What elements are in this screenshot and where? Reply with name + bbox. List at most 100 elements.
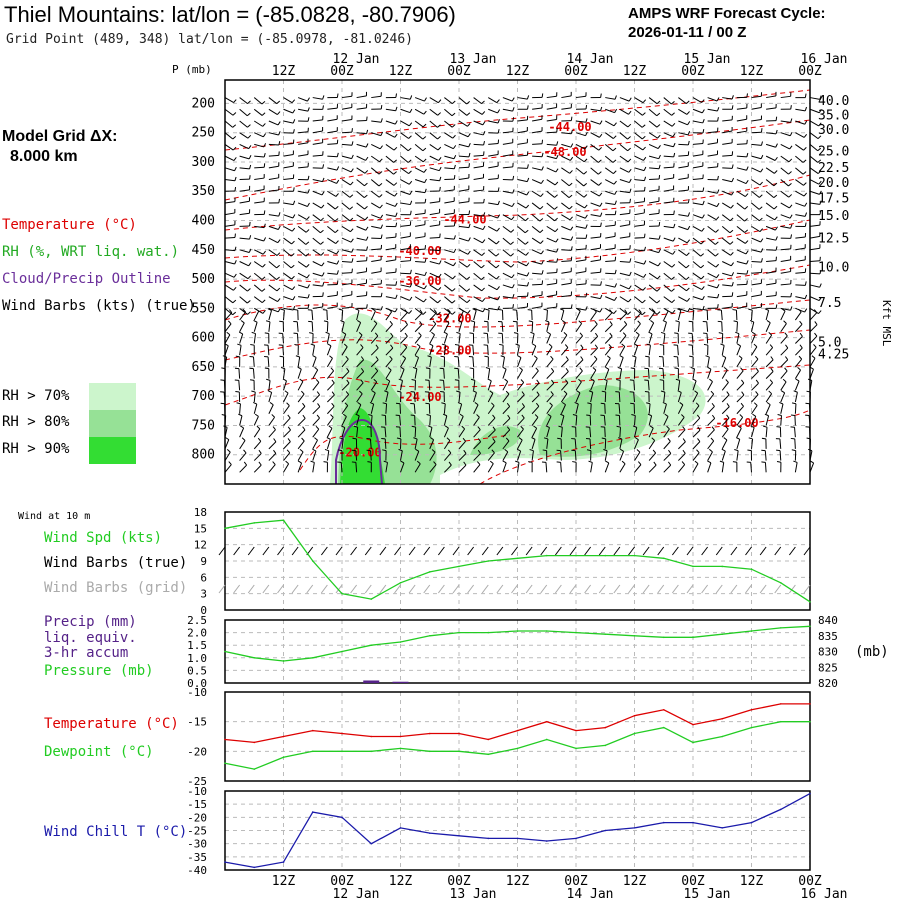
wind-barb-staff (546, 107, 557, 110)
wind-barb-staff (707, 214, 717, 221)
wind-barb-flag (782, 378, 787, 383)
wind-barb-staff (429, 284, 439, 291)
wind-speed-line-point (692, 565, 694, 568)
wind-barb-flag (489, 460, 494, 465)
wind-barb-grid (701, 584, 709, 594)
wind-barb-flag (521, 391, 525, 396)
wind-barb-staff (736, 225, 746, 233)
dewpoint-line-point (633, 732, 636, 735)
wind-barb-staff (502, 429, 511, 438)
wind-barb-flag (725, 379, 729, 383)
wind-barb-flag (453, 248, 457, 253)
temperature-line-point (282, 735, 285, 738)
wind-barb-flag (783, 320, 787, 324)
wind-barb-staff (662, 368, 665, 379)
wind-barb-flag (533, 425, 537, 429)
wind-barb-staff (356, 347, 364, 356)
wind-barb-flag (555, 238, 559, 243)
wind-barb-staff (400, 202, 411, 206)
wind-barb-grid (320, 584, 328, 594)
wind-barb-flag (715, 216, 720, 221)
wind-barb-flag (395, 222, 398, 227)
dewpoint-line-point (692, 741, 694, 744)
wind-barb-staff (575, 283, 586, 286)
wind-barb-flag (599, 294, 603, 299)
wind-barb-flag (791, 402, 797, 405)
wind-barb-staff (268, 261, 277, 269)
wind-barb-staff (575, 120, 586, 123)
wind-barb-staff (590, 323, 598, 333)
wind-barb-true (803, 546, 811, 556)
wind-barb-flag (510, 263, 515, 268)
wind-barb-flag (769, 379, 774, 384)
pressure-line-point (224, 650, 226, 653)
wind-barb-staff (707, 356, 710, 367)
wind-barb-flag (320, 252, 325, 256)
wind-barb-flag (593, 355, 598, 360)
wind-barb-staff (253, 440, 262, 450)
wind-speed-line-point (633, 554, 636, 557)
wind-barb-flag (744, 229, 749, 233)
wind-barb-flag (583, 171, 588, 175)
wind-barb-flag (266, 378, 271, 381)
pressure-tick: 450 (192, 243, 215, 258)
wind-barb-flag (250, 344, 255, 346)
wind-barb-flag (590, 378, 595, 382)
hour-label-bottom: 00Z (564, 874, 588, 889)
temperature-contour (479, 409, 811, 485)
wind-barb-staff (634, 143, 644, 151)
wind-barb-grid (364, 584, 372, 594)
wind-barb-flag (409, 95, 413, 100)
wind-barb-staff (356, 143, 367, 148)
wind-barb-flag (776, 461, 782, 463)
wind-barb-staff (765, 382, 774, 391)
wind-barb-flag (263, 237, 267, 242)
wind-barb-flag (789, 204, 793, 209)
wind-barb-staff (473, 429, 481, 438)
wind-barb-staff (487, 368, 491, 379)
wind-barb-staff (268, 177, 279, 181)
wind-barb-staff (677, 392, 682, 403)
wind-barb-staff (619, 144, 628, 152)
pressure-tick: 250 (192, 126, 215, 141)
wind-barb-staff (590, 132, 600, 138)
wind-barb-staff (809, 260, 821, 263)
wind-barb-flag (519, 367, 523, 371)
wind-barb-flag (578, 378, 582, 383)
wind-barb-flag (431, 331, 435, 336)
wind-barb-staff (707, 418, 716, 426)
wind-barb-flag (803, 133, 808, 138)
wind-barb-staff (722, 167, 733, 169)
wind10m-title: Wind at 10 m (18, 511, 90, 522)
wind-barb-flag (468, 152, 471, 158)
hour-label-bottom: 00Z (447, 874, 471, 889)
wind-barb-staff (575, 143, 586, 150)
wind-barb-flag (506, 426, 511, 431)
wind-barb-flag (512, 175, 515, 180)
wind-barb-staff (663, 97, 672, 105)
wind-barb-staff (779, 438, 782, 449)
wind-barb-flag (374, 332, 379, 337)
wind-barb-staff (604, 427, 606, 438)
wind-barb-flag (424, 258, 427, 263)
wind-barb-staff (326, 358, 333, 368)
wind-barb-staff (385, 380, 391, 391)
wind-barb-flag (368, 413, 373, 416)
wind-barb-staff (429, 312, 437, 321)
wind-barb-staff (678, 307, 688, 313)
wind-barb-grid (481, 584, 489, 594)
wind-barb-flag (613, 180, 617, 185)
wind-barb-staff (707, 296, 718, 299)
wind-barb-flag (539, 206, 544, 210)
wind-barb-flag (246, 112, 251, 117)
wind-barb-staff (766, 107, 777, 110)
wind-barb-staff (794, 403, 797, 414)
wind-barb-staff (546, 155, 557, 160)
wind-barb-flag (759, 217, 763, 222)
wind-barb-flag (687, 140, 690, 146)
wind-barb-flag (366, 304, 368, 309)
wind-barb-staff (561, 282, 572, 286)
dewpoint-line-point (224, 762, 226, 764)
wind-barb-flag (761, 437, 766, 440)
wind-barb-flag (748, 308, 753, 311)
